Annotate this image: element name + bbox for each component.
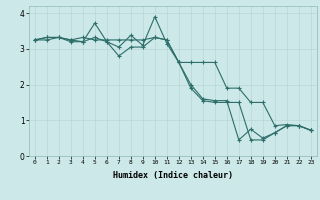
X-axis label: Humidex (Indice chaleur): Humidex (Indice chaleur) — [113, 171, 233, 180]
